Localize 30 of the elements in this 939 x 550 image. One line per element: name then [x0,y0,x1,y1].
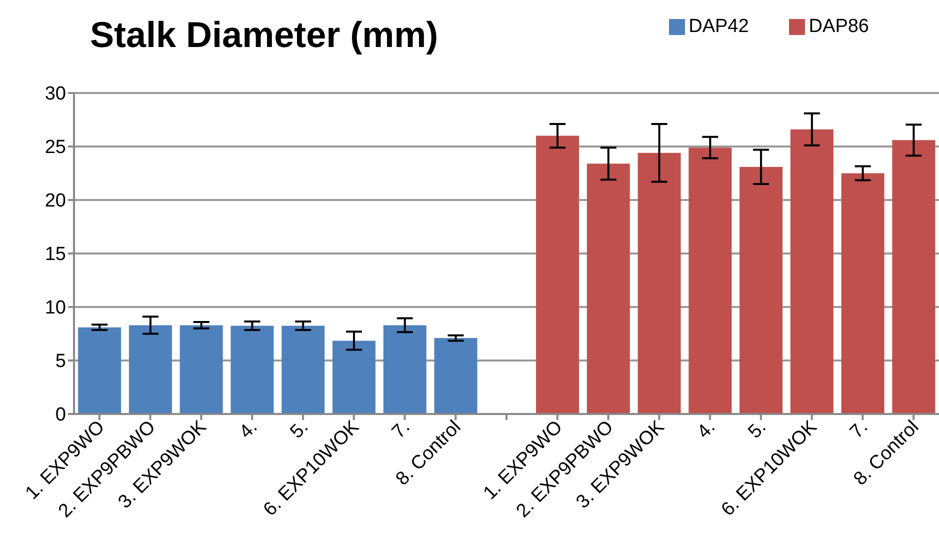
x-tick-label: 4. [694,416,720,443]
bar [78,327,122,414]
y-tick-label: 10 [44,298,66,319]
y-tick-label: 30 [44,84,66,105]
bar [841,173,884,414]
bar [586,164,630,414]
bar [790,129,834,414]
bar [128,325,172,414]
y-tick-label: 0 [55,404,66,426]
bar [180,325,223,414]
y-tick-label: 5 [55,351,66,372]
bar [638,152,681,414]
legend-label: DAP42 [688,16,749,37]
bar [383,325,426,414]
bar [892,140,936,414]
y-tick-label: 20 [44,190,66,212]
legend-label: DAP86 [808,16,869,37]
y-tick-label: 15 [44,244,66,266]
bar [434,338,478,414]
x-tick-label: 7. [388,416,414,443]
x-tick-label: 7. [846,416,872,443]
bar [688,148,732,414]
chart-title: Stalk Diameter (mm) [90,14,438,56]
bar [332,340,376,414]
bar [740,166,783,414]
x-tick-label: 4. [236,416,262,443]
bar [536,136,580,414]
bar [230,326,274,414]
bar [282,326,325,414]
y-tick-label: 25 [44,137,66,158]
